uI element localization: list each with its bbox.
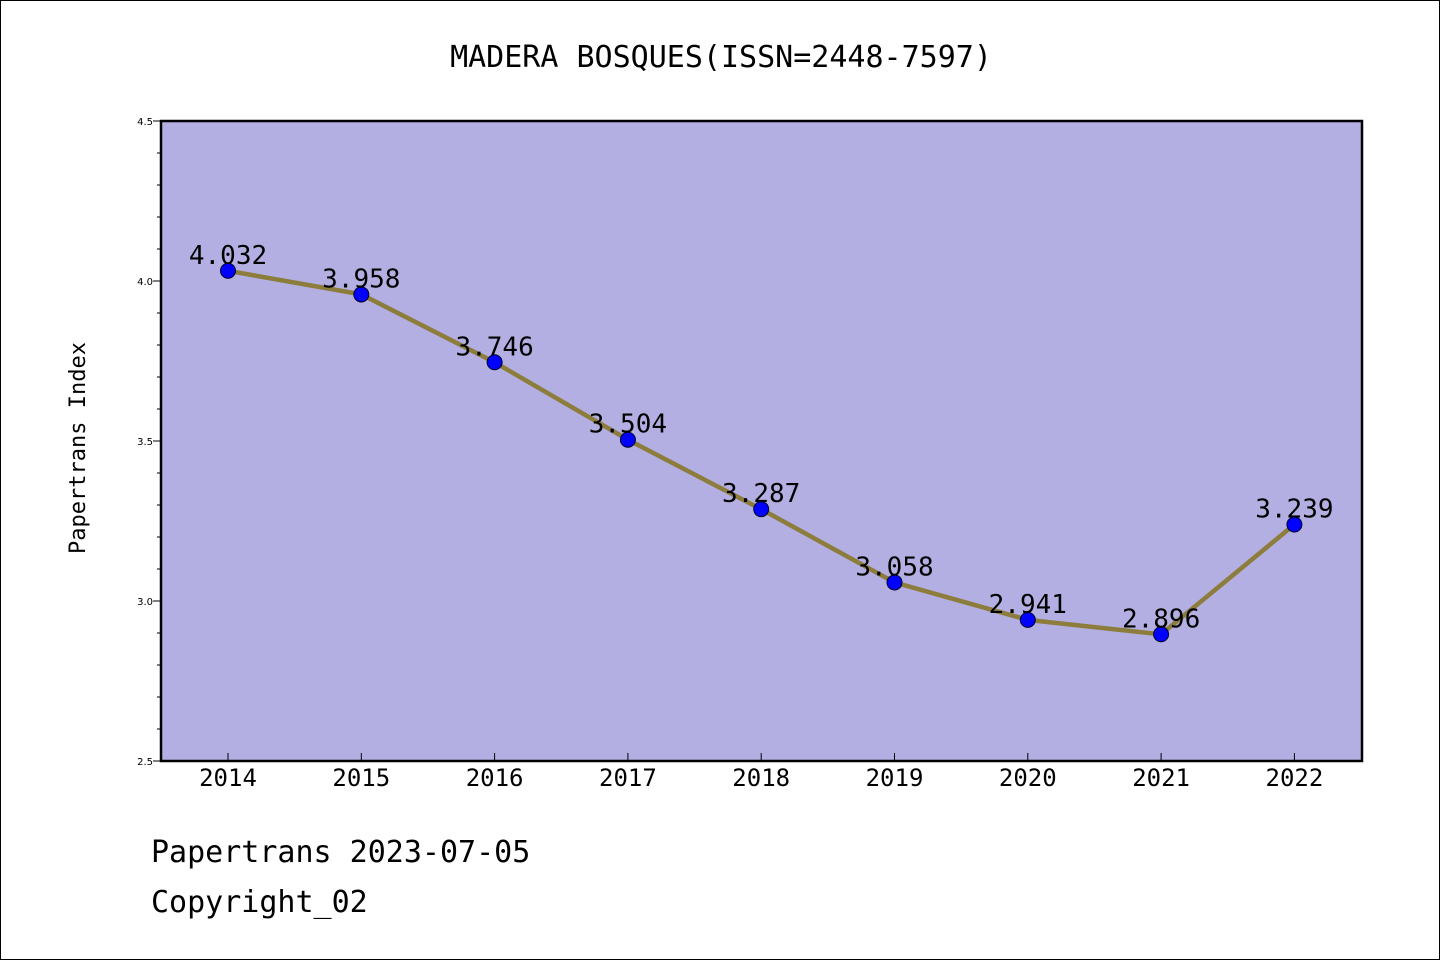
y-tick-label: 4.5 — [137, 117, 153, 128]
footer-copyright: Copyright_02 — [151, 885, 368, 920]
data-point — [1153, 626, 1170, 643]
x-tick-label: 2019 — [866, 764, 924, 792]
data-point — [753, 501, 770, 518]
data-label: 3.287 — [722, 479, 800, 509]
data-point — [1286, 516, 1303, 533]
x-tick-label: 2017 — [599, 764, 657, 792]
x-tick-label: 2021 — [1132, 764, 1190, 792]
footer-date: Papertrans 2023-07-05 — [151, 835, 531, 870]
data-label: 3.239 — [1255, 495, 1333, 525]
data-point — [220, 262, 236, 279]
x-tick-label: 2015 — [332, 764, 390, 792]
y-axis: 2.5 3.0 3.5 4.0 4.5 — [137, 117, 161, 768]
y-tick-label: 2.5 — [137, 757, 153, 768]
data-point — [886, 574, 903, 591]
data-label: 2.896 — [1122, 604, 1200, 634]
data-label: 3.504 — [589, 410, 667, 440]
y-axis-title: Papertrans Index — [66, 342, 91, 554]
x-axis: 2014 2015 2016 2017 2018 2019 2020 2021 2022 — [199, 753, 1323, 792]
x-tick-label: 2018 — [732, 764, 790, 792]
data-label: 3.746 — [455, 332, 533, 362]
y-tick-label: 4.0 — [137, 277, 153, 288]
x-tick-label: 2014 — [199, 764, 257, 792]
data-point — [353, 286, 370, 303]
y-tick-label: 3.5 — [137, 437, 153, 448]
x-tick-label: 2016 — [466, 764, 524, 792]
data-label: 2.941 — [989, 590, 1067, 620]
x-tick-label: 2022 — [1266, 764, 1324, 792]
series-layer: 4.032 3.958 3.746 3.504 3.287 3.058 2.941 2.896… — [189, 241, 1334, 643]
y-tick-label: 3.0 — [137, 597, 153, 608]
plot-area — [159, 119, 1364, 763]
data-label: 3.958 — [322, 264, 400, 294]
data-point — [619, 431, 636, 448]
x-tick-label: 2020 — [999, 764, 1057, 792]
data-point — [486, 354, 503, 371]
data-point — [1019, 611, 1036, 628]
chart-title: MADERA BOSQUES(ISSN=2448-7597) — [450, 40, 992, 75]
data-label: 3.058 — [855, 552, 933, 582]
data-label: 4.032 — [189, 241, 267, 271]
